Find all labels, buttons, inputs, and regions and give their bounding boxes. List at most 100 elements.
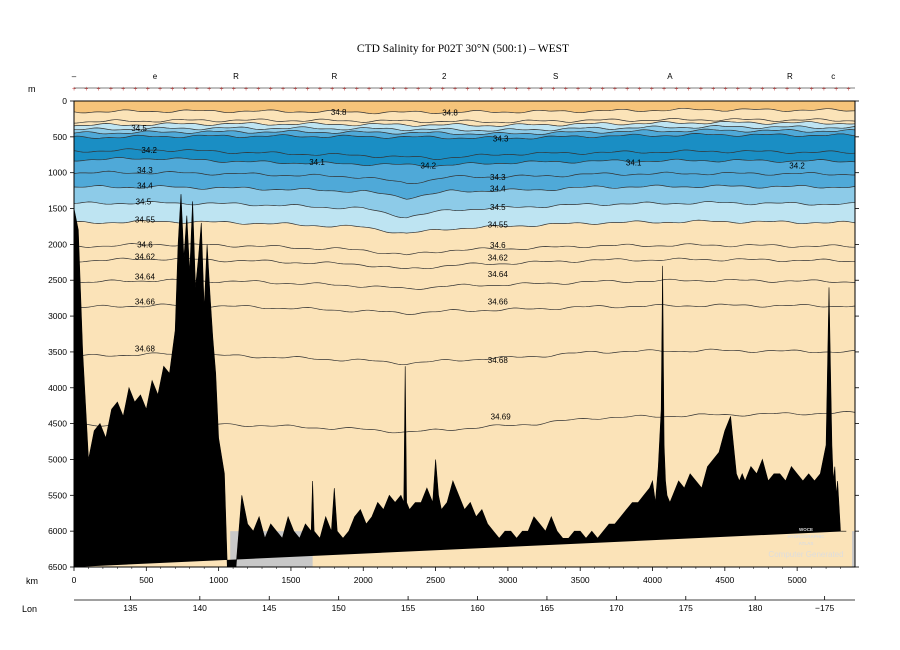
section-marker: S bbox=[553, 72, 558, 81]
station-cross: + bbox=[72, 86, 76, 93]
contour-line-34-1 bbox=[73, 157, 856, 168]
watermark-line1: WOCE bbox=[799, 527, 813, 532]
y-tick-label: 3000 bbox=[48, 311, 67, 321]
station-cross: + bbox=[404, 86, 408, 93]
contour-label-34-5: 34.5 bbox=[136, 197, 152, 206]
station-cross: + bbox=[527, 86, 531, 93]
contour-label-34-69: 34.69 bbox=[491, 412, 512, 421]
station-cross: + bbox=[502, 86, 506, 93]
section-marker: A bbox=[667, 72, 673, 81]
station-cross: + bbox=[748, 86, 752, 93]
contour-label-34-1: 34.1 bbox=[626, 159, 642, 168]
station-cross: + bbox=[441, 86, 445, 93]
axes: 0500100015002000250030003500400045005000… bbox=[48, 96, 859, 613]
x-tick-label: 1000 bbox=[209, 575, 228, 585]
station-cross: + bbox=[760, 86, 764, 93]
station-cross: + bbox=[256, 86, 260, 93]
lon-tick-label: 170 bbox=[609, 603, 623, 613]
x-tick-label: 1500 bbox=[281, 575, 300, 585]
section-marker: 2 bbox=[442, 72, 447, 81]
lon-axis-label: Lon bbox=[22, 604, 37, 614]
station-cross: + bbox=[674, 86, 678, 93]
station-cross: + bbox=[416, 86, 420, 93]
section-marker: e bbox=[153, 72, 158, 81]
contour-line-34-64 bbox=[73, 278, 856, 290]
seafloor-profile bbox=[73, 194, 847, 568]
contour-label-34-5: 34.5 bbox=[131, 124, 147, 133]
section-marker: R bbox=[233, 72, 239, 81]
x-tick-label: 4500 bbox=[715, 575, 734, 585]
station-cross: + bbox=[355, 86, 359, 93]
station-cross: + bbox=[318, 86, 322, 93]
y-tick-label: 1000 bbox=[48, 168, 67, 178]
station-cross: + bbox=[736, 86, 740, 93]
contour-line-34-4 bbox=[73, 184, 856, 200]
station-cross: + bbox=[109, 86, 113, 93]
y-tick-label: 6500 bbox=[48, 562, 67, 572]
y-tick-label: 4000 bbox=[48, 383, 67, 393]
station-cross: + bbox=[97, 86, 101, 93]
station-cross: + bbox=[465, 86, 469, 93]
contour-label-34-55: 34.55 bbox=[135, 215, 156, 224]
section-marker: R bbox=[331, 72, 337, 81]
station-cross: + bbox=[281, 86, 285, 93]
x-tick-label: 2000 bbox=[354, 575, 373, 585]
station-cross: + bbox=[133, 86, 137, 93]
station-markers: + + + + + + + + + + + + + + + + + + + + + + + + + + + + + + + + + + + + + + + +… bbox=[72, 72, 855, 93]
contour-label-34-2: 34.2 bbox=[421, 162, 437, 171]
station-cross: + bbox=[810, 86, 814, 93]
station-cross: + bbox=[158, 86, 162, 93]
contour-label-34-2: 34.2 bbox=[141, 146, 157, 155]
station-cross: + bbox=[797, 86, 801, 93]
contour-label-34-3: 34.3 bbox=[493, 134, 509, 143]
y-tick-label: 6000 bbox=[48, 526, 67, 536]
lon-tick-label: 180 bbox=[748, 603, 762, 613]
contour-label-34-2: 34.2 bbox=[789, 162, 805, 171]
station-cross: + bbox=[379, 86, 383, 93]
y-tick-label: 3500 bbox=[48, 347, 67, 357]
y-tick-label: 2000 bbox=[48, 239, 67, 249]
station-cross: + bbox=[453, 86, 457, 93]
station-cross: + bbox=[84, 86, 88, 93]
station-cross: + bbox=[724, 86, 728, 93]
contour-label-34-68: 34.68 bbox=[135, 344, 156, 353]
contour-line-34-3 bbox=[73, 170, 855, 184]
station-cross: + bbox=[428, 86, 432, 93]
station-cross: + bbox=[539, 86, 543, 93]
station-cross: + bbox=[515, 86, 519, 93]
plot-area bbox=[74, 101, 855, 567]
contour-label-34-62: 34.62 bbox=[135, 253, 156, 262]
station-cross: + bbox=[342, 86, 346, 93]
y-tick-label: 5000 bbox=[48, 454, 67, 464]
station-cross: + bbox=[551, 86, 555, 93]
contour-label-34-1: 34.1 bbox=[309, 158, 325, 167]
y-tick-label: 500 bbox=[53, 132, 67, 142]
data-gap-right bbox=[852, 531, 855, 567]
y-tick-label: 2500 bbox=[48, 275, 67, 285]
station-cross: + bbox=[711, 86, 715, 93]
station-cross: + bbox=[699, 86, 703, 93]
x-tick-label: 5000 bbox=[788, 575, 807, 585]
contour-line-34-55 bbox=[73, 219, 856, 234]
contour-label-34-68: 34.68 bbox=[488, 356, 509, 365]
station-cross: + bbox=[183, 86, 187, 93]
station-cross: + bbox=[219, 86, 223, 93]
section-marker: c bbox=[831, 72, 835, 81]
station-cross: + bbox=[625, 86, 629, 93]
lon-tick-label: 160 bbox=[470, 603, 484, 613]
station-cross: + bbox=[306, 86, 310, 93]
x-axis-unit-label: km bbox=[26, 576, 38, 586]
contour-line-34-5 bbox=[73, 201, 855, 219]
x-tick-label: 2500 bbox=[426, 575, 445, 585]
lon-tick-label: 140 bbox=[193, 603, 207, 613]
section-marker: – bbox=[72, 72, 77, 81]
station-cross: + bbox=[195, 86, 199, 93]
station-cross: + bbox=[170, 86, 174, 93]
contour-line-34-7 bbox=[73, 117, 856, 124]
station-cross: + bbox=[773, 86, 777, 93]
contour-label-34-62: 34.62 bbox=[488, 253, 509, 262]
contour-line-34-62 bbox=[73, 257, 855, 270]
contour-label-34-66: 34.66 bbox=[135, 298, 156, 307]
